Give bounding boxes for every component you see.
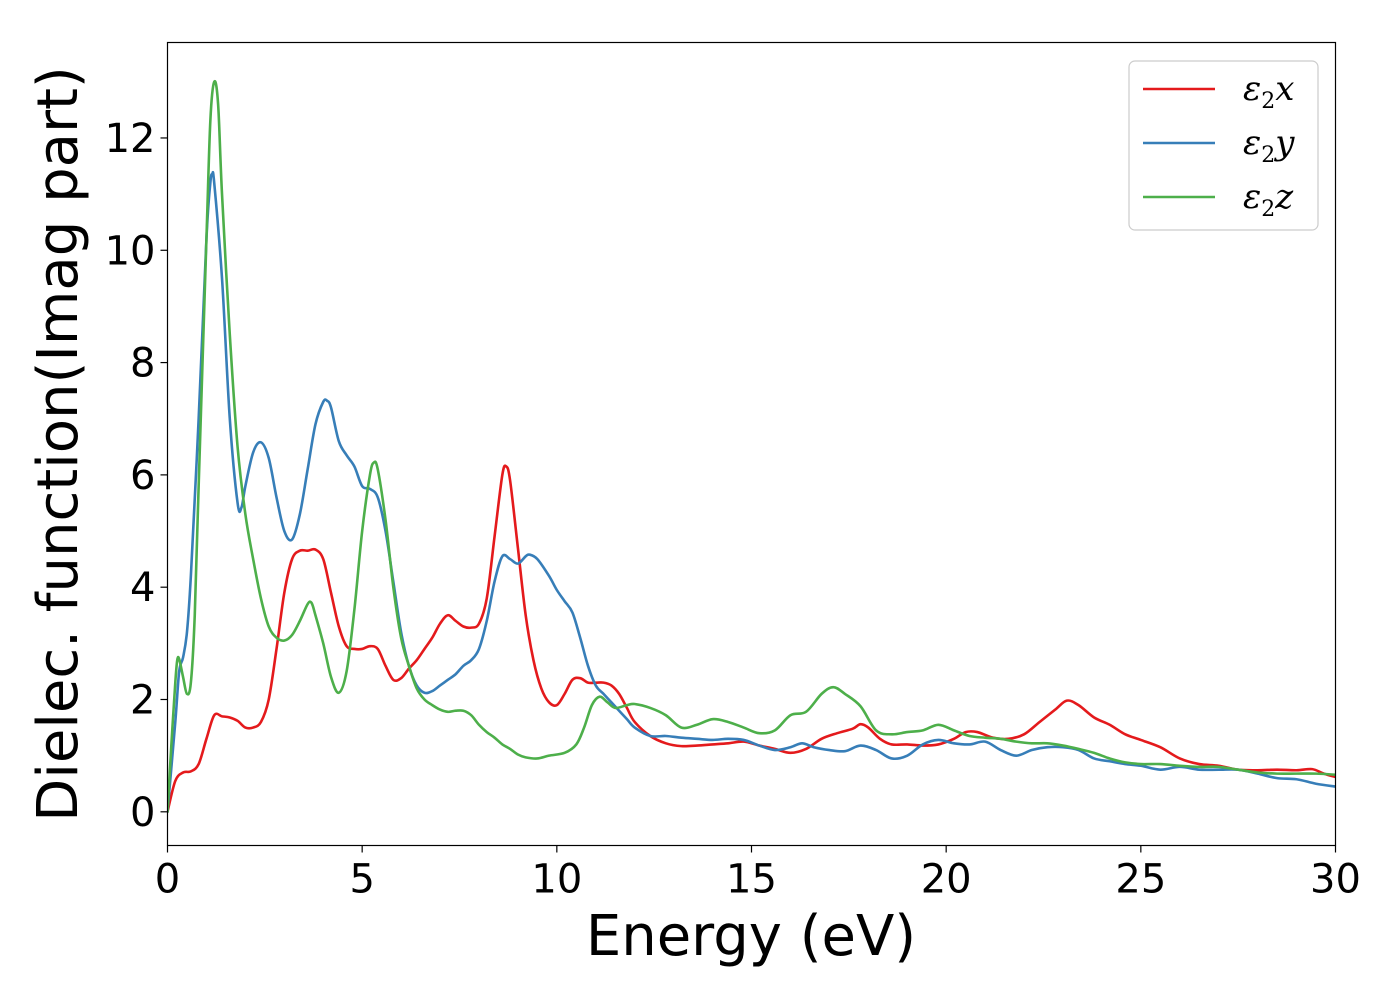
y-axis: 0 2 4 6 8 10 12 [105, 116, 168, 836]
y-axis-label: Dielec. function(Imag part) [26, 66, 91, 822]
x-tick-label: 0 [155, 857, 180, 903]
y-tick-label: 12 [105, 116, 156, 162]
series-layer [167, 79, 1336, 814]
x-axis: 0 5 10 15 20 25 30 [155, 845, 1361, 903]
legend-label-y: ε2y [1243, 123, 1295, 168]
y-tick-label: 2 [130, 678, 155, 724]
x-tick-label: 25 [1115, 857, 1166, 903]
x-tick-label: 20 [921, 857, 972, 903]
y-tick-label: 4 [130, 565, 155, 611]
series-line-y [167, 170, 1336, 814]
y-tick-label: 0 [130, 790, 155, 836]
legend-label-x: ε2x [1243, 69, 1294, 114]
y-tick-label: 6 [130, 453, 155, 499]
legend: ε2x ε2y ε2z [1128, 60, 1319, 231]
series-line-x [167, 464, 1336, 814]
x-tick-label: 30 [1310, 857, 1361, 903]
x-axis-label: Energy (eV) [586, 904, 916, 969]
x-tick-label: 10 [531, 857, 582, 903]
y-tick-label: 10 [105, 228, 156, 274]
x-tick-label: 15 [726, 857, 777, 903]
x-tick-label: 5 [349, 857, 374, 903]
legend-label-z: ε2z [1243, 177, 1294, 222]
legend-box [1128, 60, 1319, 231]
series-line-z [167, 79, 1336, 814]
y-tick-label: 8 [130, 341, 155, 387]
